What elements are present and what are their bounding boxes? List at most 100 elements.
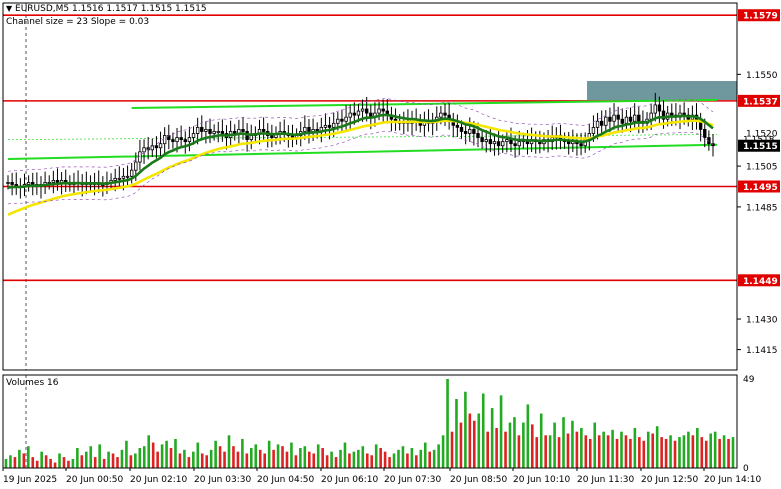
candle-body	[171, 139, 175, 143]
candle-body	[377, 108, 381, 114]
x-tick-label: 20 Jun 00:50	[66, 475, 123, 485]
price-tag-hidden	[738, 134, 780, 145]
candle-body	[653, 104, 657, 114]
candle-body	[142, 147, 146, 153]
candle-body	[661, 110, 666, 120]
candle-body	[220, 131, 225, 134]
candle-body	[616, 114, 620, 120]
candle-body	[303, 126, 307, 132]
candle-body	[191, 133, 196, 138]
candle-body	[624, 116, 629, 124]
candle-body	[150, 145, 154, 151]
collapse-arrow-icon[interactable]: ▼	[6, 4, 13, 13]
candle-body	[612, 114, 616, 122]
x-tick-label: 20 Jun 07:30	[384, 475, 441, 485]
price-level-label: 1.1579	[743, 12, 778, 22]
candle-body	[649, 112, 653, 120]
candle-body	[307, 126, 311, 132]
x-tick-label: 20 Jun 08:50	[450, 475, 507, 485]
candle-body	[657, 104, 662, 112]
candle-body	[468, 129, 472, 134]
candle-body	[711, 143, 715, 147]
price-tick-label: 1.1485	[746, 203, 778, 213]
candle-body	[492, 141, 497, 145]
price-level-tag	[738, 180, 780, 193]
candle-body	[637, 114, 641, 122]
price-level-label: 1.1449	[743, 277, 778, 287]
candle-body	[179, 137, 183, 141]
candle-body	[595, 120, 600, 128]
x-tick-label: 20 Jun 03:30	[194, 475, 251, 485]
candle-body	[459, 126, 464, 132]
candle-body	[134, 161, 138, 171]
envelope-lower-line	[7, 130, 714, 205]
x-tick-label: 20 Jun 02:10	[130, 475, 187, 485]
candle-body	[249, 135, 253, 141]
candle-body	[599, 120, 604, 126]
x-tick-label: 20 Jun 06:10	[321, 475, 378, 485]
resistance-zone-box	[587, 81, 737, 100]
candle-body	[212, 131, 216, 134]
candle-body	[567, 141, 571, 145]
candle-body	[216, 131, 220, 133]
candle-body	[241, 129, 245, 132]
candle-body	[513, 143, 517, 147]
candle-body	[703, 129, 707, 138]
candle-body	[591, 126, 596, 134]
candle-body	[463, 131, 468, 134]
candle-body	[348, 112, 352, 118]
candle-body	[195, 126, 200, 134]
channel-lower-line	[7, 143, 718, 160]
candle-body	[125, 175, 130, 178]
current-price-label: 1.1515	[743, 142, 778, 152]
candle-body	[327, 124, 332, 128]
candle-body	[628, 116, 633, 122]
candle-body	[162, 135, 167, 145]
candle-body	[356, 110, 361, 116]
price-level-tag	[738, 274, 780, 287]
envelope-upper-line	[7, 98, 714, 172]
candle-body	[670, 112, 674, 116]
ema-slow-line	[7, 113, 714, 189]
current-price-tag	[738, 139, 780, 152]
candle-body	[154, 145, 159, 149]
candle-body	[476, 133, 480, 138]
candle-body	[620, 118, 624, 124]
price-tick-label: 1.1505	[746, 163, 778, 173]
indicator-line: Channel size = 23 Slope = 0.03	[6, 17, 150, 27]
symbol-line: EURUSD,M5 1.1516 1.1517 1.1515 1.1515	[15, 4, 207, 14]
candle-body	[344, 116, 348, 122]
price-level-label: 1.1495	[743, 183, 778, 193]
volume-panel-title: Volumes 16	[6, 378, 59, 388]
price-tick-label: 1.1550	[746, 71, 778, 81]
candle-body	[55, 179, 60, 183]
candle-body	[200, 126, 204, 132]
candle-body	[352, 112, 357, 116]
candle-body	[158, 143, 163, 149]
price-panel-frame	[2, 2, 738, 371]
price-level-tag	[738, 94, 780, 107]
candle-body	[455, 124, 460, 128]
volume-tick-label: 0	[743, 464, 749, 474]
candle-body	[204, 129, 208, 132]
candle-body	[484, 139, 488, 143]
candle-body	[187, 137, 192, 143]
candle-body	[336, 118, 340, 124]
candle-body	[340, 118, 344, 122]
candle-body	[6, 182, 10, 184]
candle-body	[261, 129, 266, 132]
candle-body	[496, 141, 501, 147]
candle-body	[121, 175, 126, 179]
x-tick-label: 20 Jun 11:30	[577, 475, 634, 485]
candle-body	[183, 139, 187, 143]
x-tick-label: 20 Jun 14:10	[704, 475, 761, 485]
price-tick-label: 1.1415	[746, 346, 778, 356]
candle-body	[332, 122, 336, 128]
volume-tick-label: 49	[743, 375, 755, 385]
price-tick-label: 1.1430	[746, 316, 778, 326]
candle-body	[439, 112, 443, 118]
candle-body	[443, 112, 447, 116]
candle-body	[208, 129, 212, 134]
x-tick-label: 20 Jun 04:50	[257, 475, 314, 485]
